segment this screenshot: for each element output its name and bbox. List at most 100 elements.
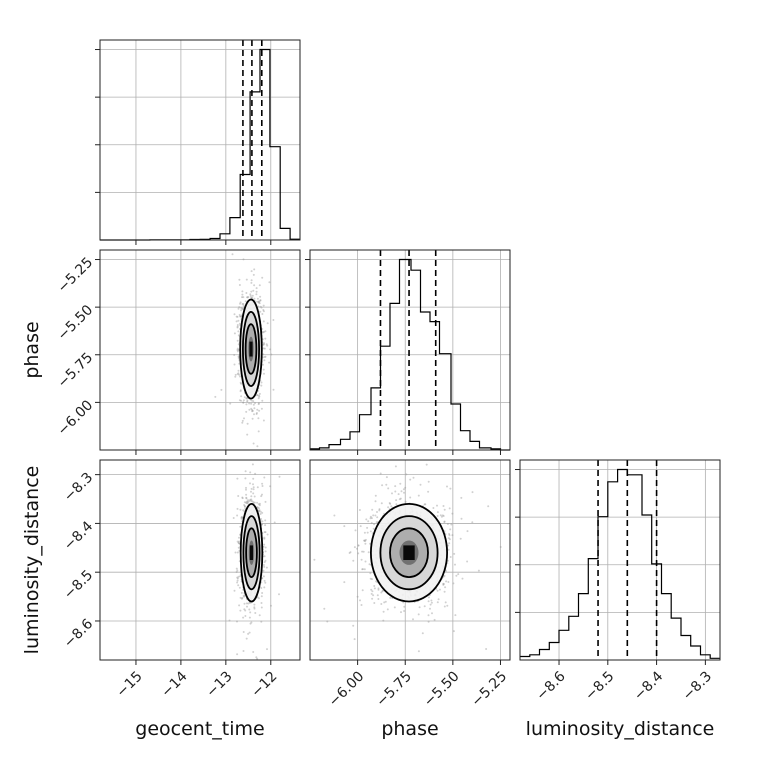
scatter-point xyxy=(278,593,280,596)
scatter-point xyxy=(234,551,237,554)
scatter-point xyxy=(246,605,248,608)
scatter-point xyxy=(253,297,256,300)
scatter-point xyxy=(387,487,390,490)
scatter-point xyxy=(255,287,258,290)
scatter-point xyxy=(262,304,265,307)
scatter-point xyxy=(250,270,253,273)
scatter-point xyxy=(236,350,239,353)
scatter-point xyxy=(258,502,261,505)
scatter-point xyxy=(257,397,260,400)
contour-line xyxy=(389,527,429,578)
scatter-point xyxy=(270,604,272,607)
scatter-point xyxy=(258,510,261,513)
scatter-point xyxy=(244,615,247,617)
scatter-point xyxy=(245,602,248,605)
scatter-point xyxy=(256,596,259,599)
scatter-point xyxy=(427,596,430,599)
scatter-point xyxy=(373,523,376,526)
scatter-point xyxy=(466,530,469,533)
scatter-point xyxy=(367,551,370,554)
scatter-point xyxy=(255,656,258,659)
scatter-point xyxy=(268,170,270,172)
x-tick-label-phase: −5.75 xyxy=(373,668,415,710)
panel-frame xyxy=(99,459,301,661)
scatter-point xyxy=(236,325,239,328)
x-tick-label-phase: −5.25 xyxy=(469,668,511,710)
y-tick-label-luminosity_distance: −8.5 xyxy=(61,567,96,602)
scatter-point xyxy=(239,375,241,378)
scatter-point xyxy=(371,597,374,600)
scatter-point xyxy=(382,619,385,622)
scatter-point xyxy=(436,515,439,517)
scatter-point xyxy=(240,451,242,453)
scatter-point xyxy=(243,501,246,504)
scatter-point xyxy=(245,403,248,406)
scatter-point xyxy=(246,502,249,505)
scatter-point xyxy=(262,343,265,346)
scatter-point xyxy=(369,572,372,575)
scatter-point xyxy=(262,343,265,346)
x-tick-label-geocent_time: −12 xyxy=(248,668,280,700)
scatter-point xyxy=(229,402,232,405)
scatter-point xyxy=(237,541,240,544)
scatter-point xyxy=(238,604,241,607)
scatter-point xyxy=(239,525,242,528)
scatter-point xyxy=(237,495,240,497)
scatter-point xyxy=(250,281,253,284)
scatter-point xyxy=(352,559,355,562)
scatter-point xyxy=(447,581,450,583)
scatter-point xyxy=(423,503,426,506)
x-tick-label-luminosity_distance: −8.4 xyxy=(631,668,666,703)
scatter-point xyxy=(372,527,375,530)
scatter-point xyxy=(244,477,247,480)
scatter-point xyxy=(436,589,439,592)
scatter-point xyxy=(239,301,242,304)
scatter-point xyxy=(245,501,247,504)
scatter-point xyxy=(255,413,258,415)
scatter-point xyxy=(232,517,235,519)
scatter-point xyxy=(261,592,264,594)
scatter-point xyxy=(257,403,260,406)
scatter-point xyxy=(359,599,361,602)
scatter-point xyxy=(443,574,446,577)
scatter-point xyxy=(234,375,237,378)
scatter-point xyxy=(255,290,258,293)
scatter-point xyxy=(241,516,244,519)
scatter-point xyxy=(370,588,373,591)
scatter-point xyxy=(363,539,366,542)
scatter-point xyxy=(252,400,255,403)
scatter-point xyxy=(242,594,245,597)
scatter-point xyxy=(233,589,236,592)
density-peak xyxy=(403,545,415,560)
scatter-point xyxy=(442,582,445,585)
scatter-point xyxy=(248,601,251,604)
scatter-point xyxy=(487,505,490,508)
scatter-point xyxy=(262,564,265,566)
scatter-point xyxy=(361,568,364,571)
scatter-point xyxy=(243,396,246,399)
scatter-point xyxy=(257,300,260,303)
scatter-point xyxy=(427,480,430,483)
scatter-point xyxy=(257,507,260,510)
scatter-point xyxy=(430,599,433,602)
scatter-point xyxy=(257,440,259,442)
scatter-point xyxy=(252,501,255,504)
scatter-point xyxy=(257,300,260,303)
scatter-point xyxy=(264,524,267,527)
scatter-point xyxy=(423,605,426,608)
scatter-point xyxy=(245,637,248,640)
scatter-point xyxy=(361,550,364,553)
scatter-point xyxy=(278,475,281,478)
scatter-point xyxy=(444,601,447,604)
scatter-point xyxy=(264,581,267,584)
scatter-point xyxy=(454,614,457,617)
y-tick-label-phase: −5.25 xyxy=(55,255,97,297)
scatter-point xyxy=(262,310,265,313)
scatter-point xyxy=(389,502,392,505)
scatter-point xyxy=(372,594,375,597)
scatter-point xyxy=(273,486,275,488)
scatter-point xyxy=(263,359,266,362)
scatter-point xyxy=(471,491,474,494)
scatter-point xyxy=(257,503,260,506)
scatter-point xyxy=(258,392,261,395)
